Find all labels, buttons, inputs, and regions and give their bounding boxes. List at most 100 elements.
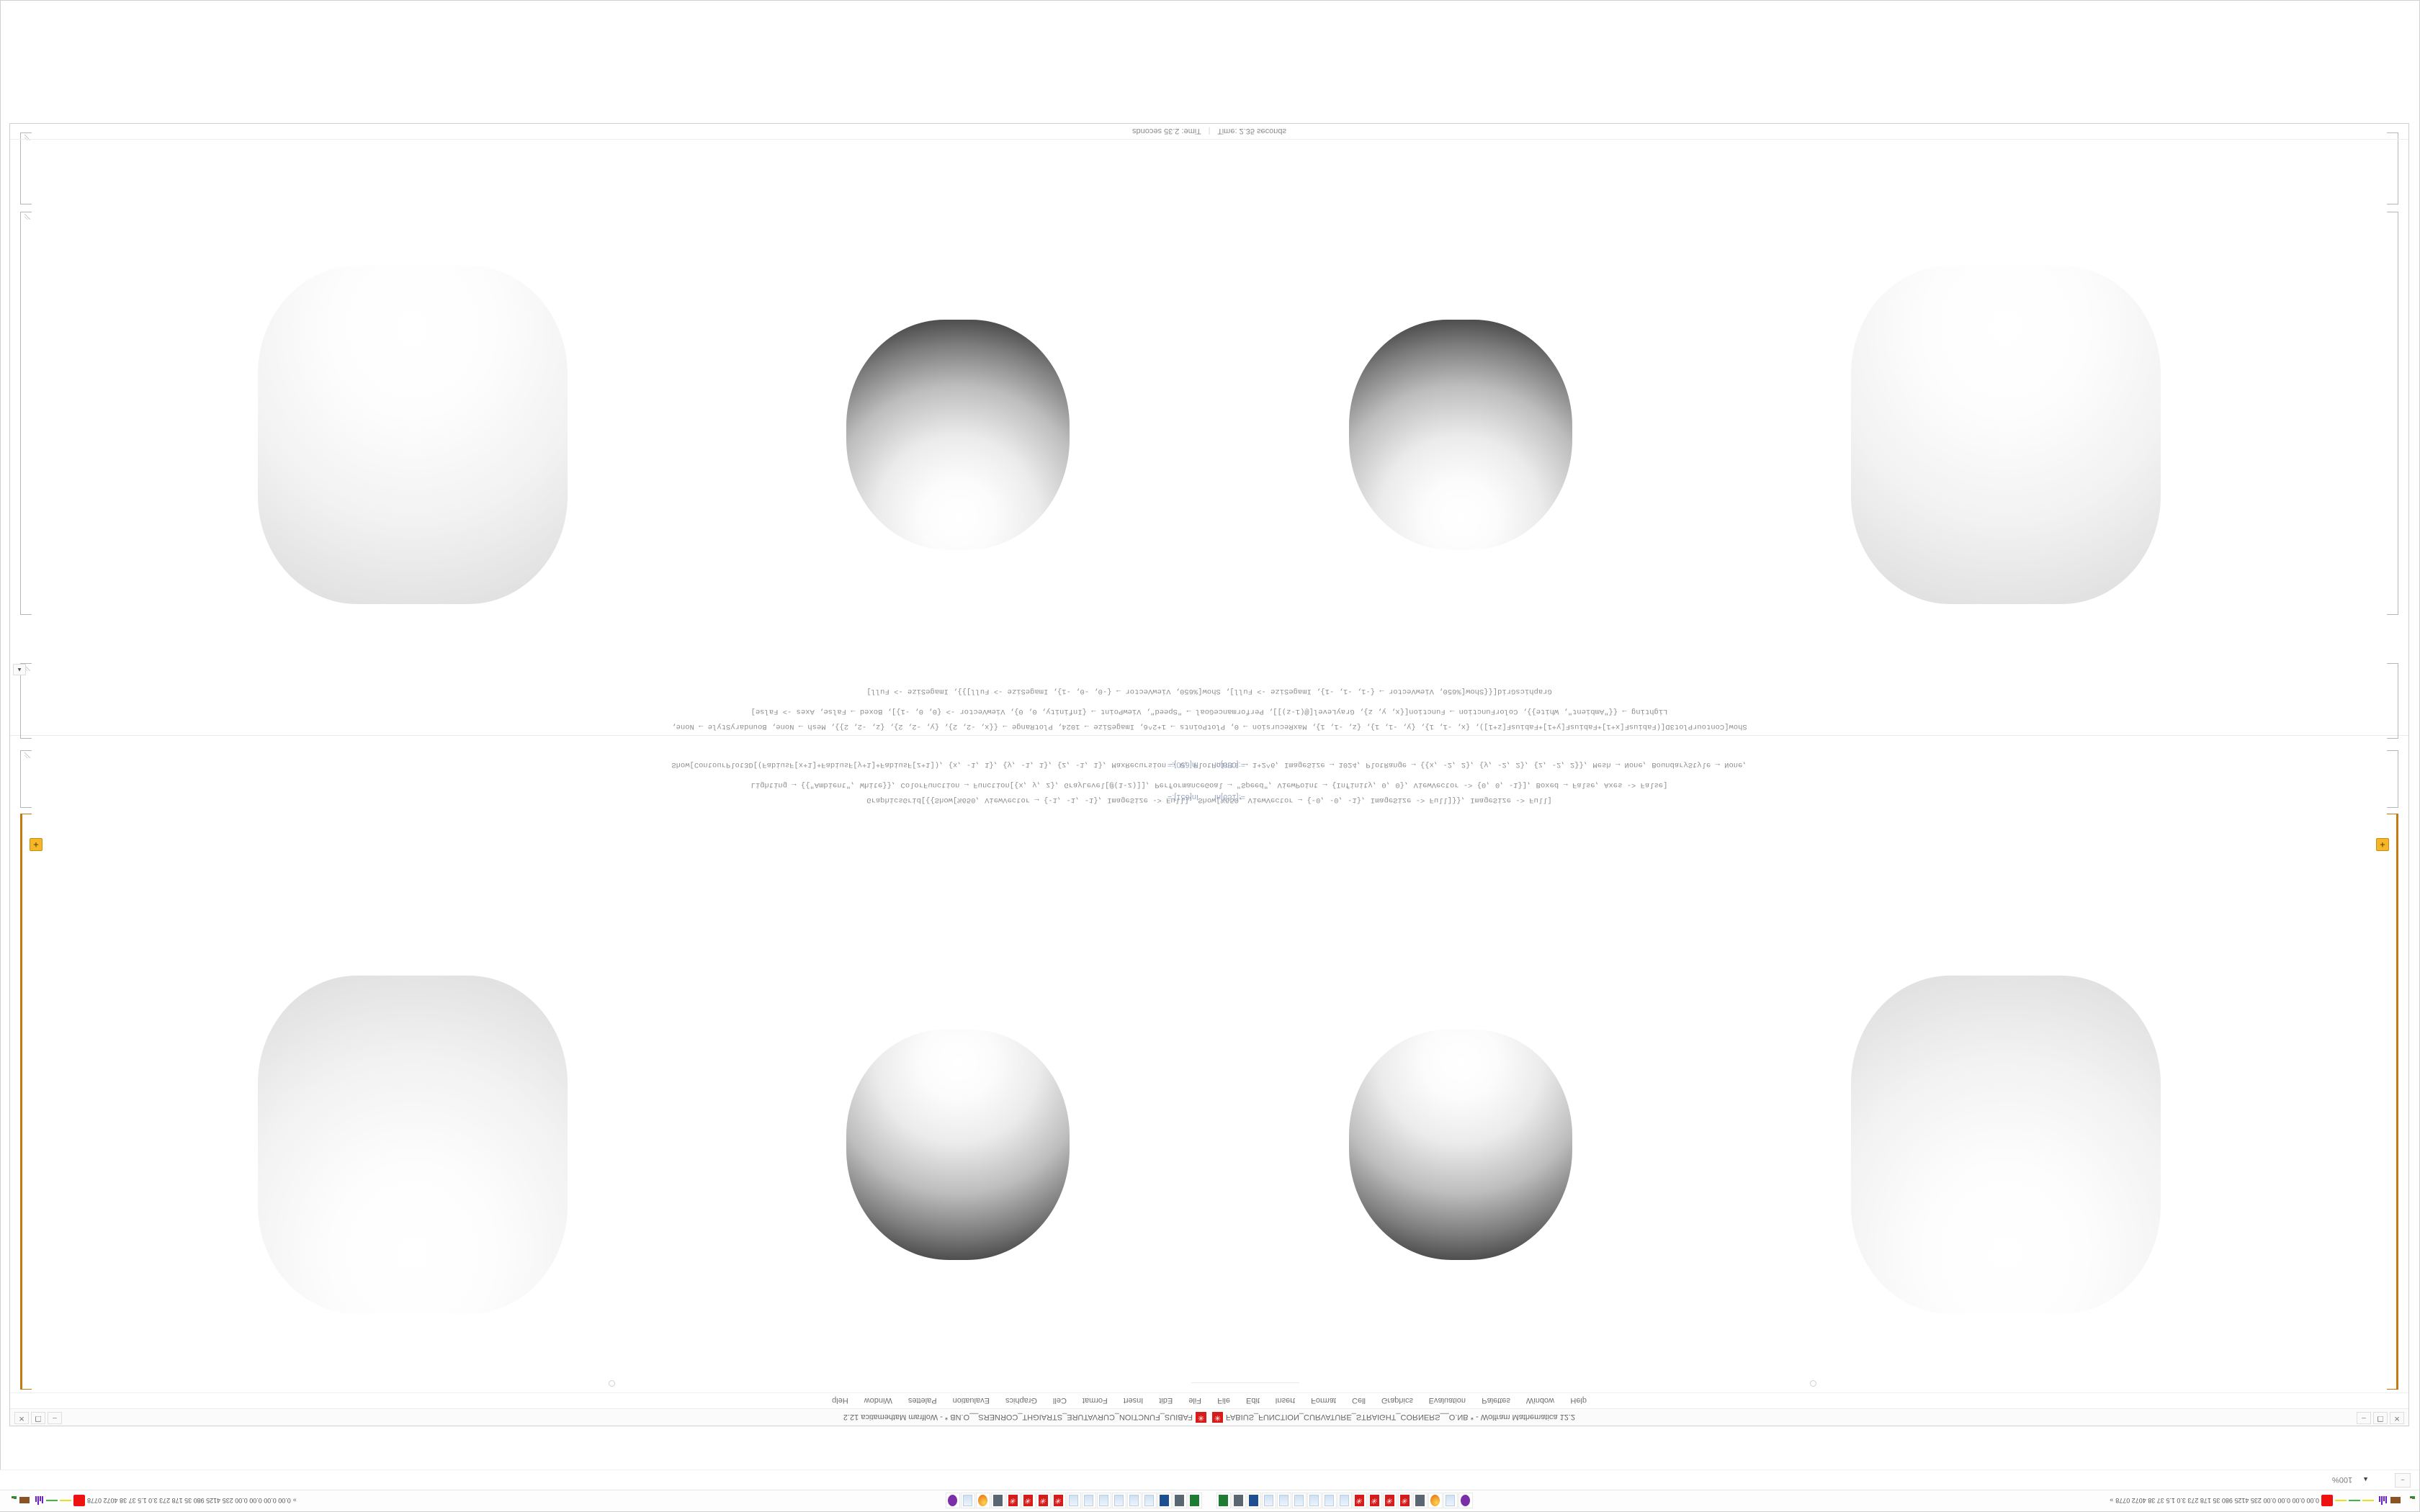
cell-row[interactable]: GraphicsGrid[{{Show[%650, ViewVector → {… [10,788,2408,804]
dock-item-blue-app[interactable] [1157,1493,1172,1509]
cell-bracket[interactable] [20,750,32,808]
dock-item-device[interactable] [991,1493,1005,1509]
zoom-row[interactable]: – ▲ 100% [0,1470,2419,1490]
insert-cell-button-mirror[interactable]: + [2376,838,2389,851]
window-controls-mirror[interactable]: ✕ ❐ – [2357,1412,2404,1424]
dock-item-purple-orb[interactable] [946,1493,960,1509]
window-controls[interactable]: – ❐ ✕ [14,1412,62,1424]
dock-item-blue-app[interactable] [1247,1493,1261,1509]
menu-item-evaluation[interactable]: Evaluation [952,1396,990,1405]
cell-bracket-mirror[interactable] [2387,663,2398,739]
fabius-surface-shaded-ball-left[interactable] [1348,320,1572,550]
dock-item-document[interactable] [1337,1493,1352,1509]
mathematica-tray-icon[interactable] [73,1495,85,1507]
dock-item-orange-orb[interactable] [1428,1493,1443,1509]
dock-item-document[interactable] [1082,1493,1096,1509]
menu-item-format-mirror[interactable]: Format [1311,1396,1337,1405]
dock-item-device[interactable] [1413,1493,1428,1509]
dock-item-purple-orb[interactable] [1458,1493,1473,1509]
restore-icon[interactable]: ❐ [31,1412,45,1424]
dock-item-document[interactable] [1262,1493,1276,1509]
fabius-surface-rounded-square-right[interactable] [257,976,568,1314]
dock-item-monitor[interactable] [1173,1493,1187,1509]
scroll-up-button[interactable]: ▲ [13,664,26,675]
dock-item-mathematica[interactable] [1052,1493,1066,1509]
chevron-icon[interactable]: » [2110,1497,2114,1505]
dock-item-document[interactable] [1443,1493,1458,1509]
dock-item-document[interactable] [1142,1493,1157,1509]
close-icon[interactable]: ✕ [2390,1412,2404,1424]
dock-item-mathematica[interactable] [1398,1493,1412,1509]
cell-bracket[interactable] [20,132,32,204]
cell-bracket-mirror[interactable] [2387,212,2398,615]
menu-bar[interactable]: Help Window Palettes Evaluation Graphics… [10,1392,2408,1408]
menu-item-graphics[interactable]: Graphics [1005,1396,1037,1405]
system-tray[interactable]: 0.00 0.00 0.00 0.00 235 4125 980 35 178 … [0,1490,2419,1511]
dock-item-document[interactable] [1277,1493,1291,1509]
code-line-mirror[interactable]: Lighting → {{"Ambient", White}}, ColorFu… [10,780,2408,789]
menu-item-file-mirror[interactable]: File [1217,1396,1230,1405]
dock-item-orange-orb[interactable] [976,1493,990,1509]
code-line[interactable]: Lighting → {{"Ambient", White}}, ColorFu… [10,707,2408,716]
restore-icon[interactable]: ❐ [2373,1412,2388,1424]
dock-item-document[interactable] [1067,1493,1081,1509]
dock-item-document[interactable] [1097,1493,1111,1509]
notebook-canvas[interactable]: GraphicsGrid[{{Show[%650, ViewVector → {… [10,124,2408,1392]
menu-item-help-mirror[interactable]: Help [1570,1396,1587,1405]
dock-icons-mirror[interactable] [946,1493,1202,1509]
close-icon[interactable]: ✕ [14,1412,29,1424]
menu-item-palettes-mirror[interactable]: Palettes [1482,1396,1511,1405]
cell-row[interactable]: GraphicsGrid[{{Show[%650, ViewVector → {… [10,680,2408,696]
zoom-triangle-icon[interactable]: ▲ [2362,1476,2369,1484]
menu-item-insert[interactable]: Insert [1123,1396,1144,1405]
fabius-surface-rounded-square-right[interactable] [257,266,568,604]
cell-bracket-mirror[interactable] [2387,132,2398,204]
dock-item-mathematica[interactable] [1021,1493,1036,1509]
dock-item-monitor[interactable] [1232,1493,1246,1509]
fabius-surface-shaded-ball-right[interactable] [846,320,1070,550]
notebook-titlebar[interactable]: FABIUS_FUNCTION_CURVATURE_STRAIGHT_CORNE… [10,1408,2408,1426]
dock-item-document[interactable] [1322,1493,1337,1509]
code-line-mirror[interactable]: GraphicsGrid[{{Show[%650, ViewVector → {… [10,796,2408,804]
dock-item-document[interactable] [1112,1493,1126,1509]
chevron-icon[interactable]: » [292,1497,297,1505]
menu-item-help[interactable]: Help [832,1396,848,1405]
menu-item-window[interactable]: Window [864,1396,892,1405]
dock-item-green-app[interactable] [1188,1493,1202,1509]
code-line-mirror[interactable]: Show[ContourPlot3D[(FabiusF[x+1]+FabiusF… [10,760,2408,769]
cell-row[interactable]: Lighting → {{"Ambient", White}}, ColorFu… [10,768,2408,789]
insert-cell-button[interactable]: + [30,838,42,851]
tray-dock[interactable] [763,1493,1656,1509]
fabius-surface-shaded-ball-right[interactable] [846,1030,1070,1260]
dock-item-mathematica[interactable] [1353,1493,1367,1509]
menu-item-edit-mirror[interactable]: Edit [1245,1396,1260,1405]
cell-bracket-selected[interactable] [20,814,32,1390]
dock-item-document[interactable] [961,1493,975,1509]
fabius-surface-rounded-square-left[interactable] [1851,976,2161,1314]
menu-item-palettes[interactable]: Palettes [908,1396,937,1405]
cell-bracket[interactable] [20,212,32,615]
graphics-output-row-bottom[interactable] [10,219,2408,651]
code-cells[interactable]: Show[ContourPlot3D[(FabiusF[x+1]+FabiusF… [10,680,2408,731]
dock-item-mathematica[interactable] [1368,1493,1382,1509]
fabius-surface-shaded-ball-left[interactable] [1348,1030,1572,1260]
dock-item-document[interactable] [1127,1493,1142,1509]
dock-item-mathematica[interactable] [1036,1493,1051,1509]
menu-item-format[interactable]: Format [1082,1396,1108,1405]
menu-item-file[interactable]: File [1188,1396,1201,1405]
menu-item-edit[interactable]: Edit [1159,1396,1173,1405]
menu-item-cell[interactable]: Cell [1052,1396,1067,1405]
dock-item-document[interactable] [1307,1493,1322,1509]
minimize-icon[interactable]: – [2357,1412,2371,1424]
zoom-control[interactable]: ▲ 100% [2332,1476,2369,1485]
code-cells-mirror[interactable]: GraphicsGrid[{{Show[%650, ViewVector → {… [10,753,2408,804]
cell-row[interactable]: Show[ContourPlot3D[(FabiusF[x+1]+FabiusF… [10,753,2408,769]
code-line[interactable]: Show[ContourPlot3D[(FabiusF[x+1]+FabiusF… [10,722,2408,731]
cell-row[interactable]: Lighting → {{"Ambient", White}}, ColorFu… [10,695,2408,716]
dock-item-mathematica[interactable] [1383,1493,1397,1509]
menu-item-insert-mirror[interactable]: Insert [1275,1396,1296,1405]
cell-row[interactable]: Show[ContourPlot3D[(FabiusF[x+1]+FabiusF… [10,715,2408,731]
menu-item-cell-mirror[interactable]: Cell [1352,1396,1366,1405]
code-line[interactable]: GraphicsGrid[{{Show[%650, ViewVector → {… [10,687,2408,696]
fabius-surface-rounded-square-left[interactable] [1851,266,2161,604]
